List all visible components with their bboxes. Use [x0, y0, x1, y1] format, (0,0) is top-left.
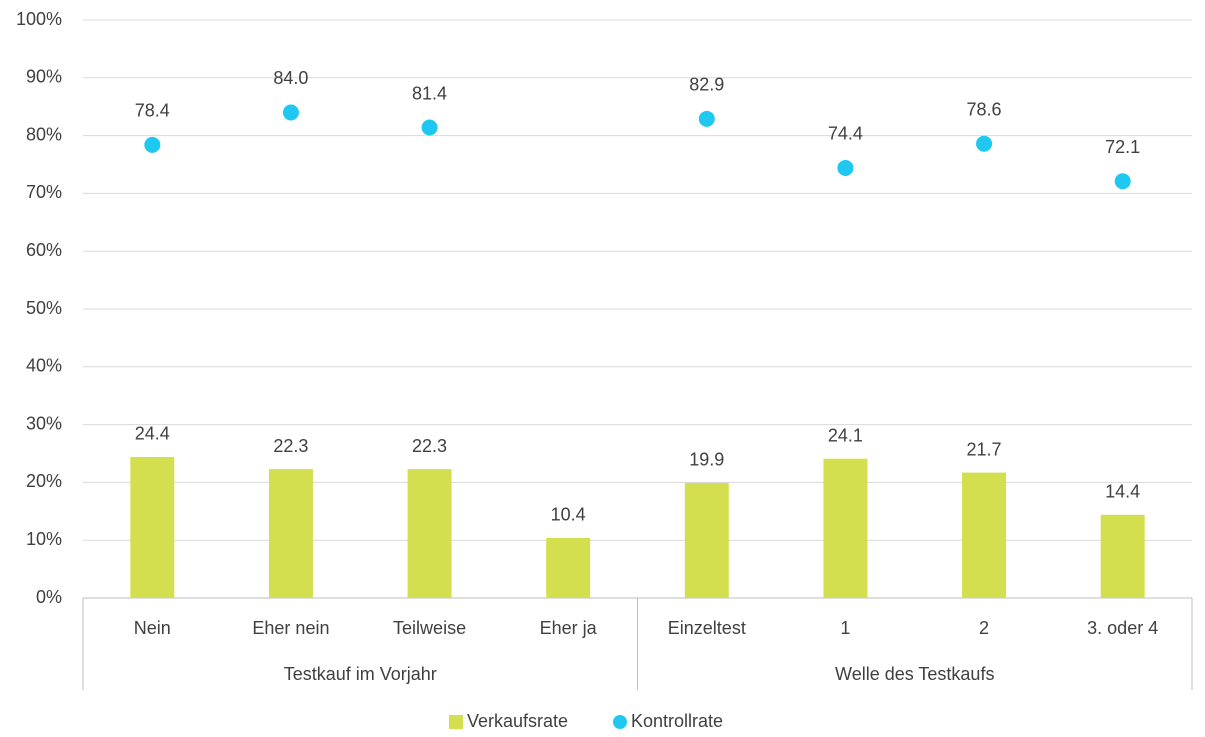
legend-label: Kontrollrate	[631, 711, 723, 731]
data-label: 74.4	[828, 124, 863, 144]
data-label: 19.9	[689, 450, 724, 470]
data-label: 82.9	[689, 75, 724, 95]
bar	[1100, 514, 1145, 598]
y-tick-label: 100%	[16, 9, 62, 29]
bar	[823, 458, 868, 598]
dot	[144, 136, 161, 153]
legend-label: Verkaufsrate	[467, 711, 568, 731]
y-tick-label: 70%	[26, 182, 62, 202]
dot	[976, 135, 993, 152]
data-label: 72.1	[1105, 137, 1140, 157]
x-tick-label: 2	[979, 618, 989, 638]
y-tick-label: 20%	[26, 471, 62, 491]
data-label: 24.1	[828, 425, 863, 445]
data-label: 14.4	[1105, 482, 1140, 502]
bar	[130, 456, 175, 598]
x-tick-label: Einzeltest	[668, 618, 746, 638]
bar	[407, 469, 452, 598]
legend-swatch	[449, 715, 463, 729]
data-label: 21.7	[967, 439, 1002, 459]
y-tick-label: 40%	[26, 356, 62, 376]
dot	[698, 110, 715, 127]
data-label: 24.4	[135, 424, 170, 444]
data-label: 81.4	[412, 83, 447, 103]
y-tick-label: 50%	[26, 298, 62, 318]
legend-swatch	[613, 715, 627, 729]
y-tick-label: 30%	[26, 413, 62, 433]
bar	[268, 469, 313, 598]
data-label: 10.4	[551, 505, 586, 525]
dot	[282, 104, 299, 121]
bar	[962, 472, 1007, 598]
dot	[421, 119, 438, 136]
y-tick-label: 90%	[26, 67, 62, 87]
dot	[837, 159, 854, 176]
bar	[684, 482, 729, 598]
x-tick-label: Nein	[134, 618, 171, 638]
y-tick-label: 0%	[36, 587, 62, 607]
data-label: 78.4	[135, 101, 170, 121]
data-label: 78.6	[967, 99, 1002, 119]
bar	[546, 537, 591, 598]
data-label: 84.0	[273, 68, 308, 88]
data-label: 22.3	[273, 436, 308, 456]
y-tick-label: 60%	[26, 240, 62, 260]
x-tick-label: Eher ja	[540, 618, 598, 638]
group-label: Welle des Testkaufs	[835, 664, 994, 684]
y-tick-label: 80%	[26, 124, 62, 144]
dot	[1114, 173, 1131, 190]
y-tick-label: 10%	[26, 529, 62, 549]
x-tick-label: 1	[840, 618, 850, 638]
x-tick-label: Eher nein	[252, 618, 329, 638]
group-label: Testkauf im Vorjahr	[284, 664, 437, 684]
data-label: 22.3	[412, 436, 447, 456]
x-tick-label: Teilweise	[393, 618, 466, 638]
x-tick-label: 3. oder 4	[1087, 618, 1158, 638]
